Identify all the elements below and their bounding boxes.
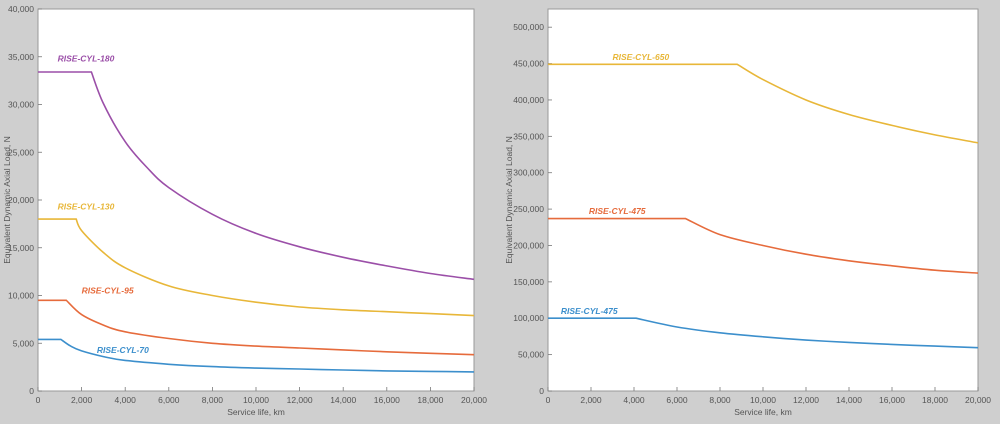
left-series-label-1: RISE-CYL-130: [58, 202, 115, 212]
right-y-tick-label: 50,000: [518, 350, 544, 360]
right-series-line-2: [548, 317, 979, 349]
right-x-tick-label: 4,000: [623, 395, 645, 405]
right-series-label-2: RISE-CYL-475: [561, 306, 618, 316]
left-series-label-0: RISE-CYL-180: [58, 54, 115, 64]
left-x-tick-label: 10,000: [243, 395, 269, 405]
left-x-tick-label: 12,000: [287, 395, 313, 405]
chart-left: 0 2,000 4,000 6,000 8,000 10,000 12,000 14,000 1…: [2, 4, 487, 417]
right-series-label-0: RISE-CYL-650: [613, 52, 670, 62]
right-y-axis-label: Equivalent Dynamic Axial Load, N: [504, 136, 514, 264]
left-x-tick-label: 20,000: [461, 395, 487, 405]
left-y-tick-label: 15,000: [8, 243, 34, 253]
chart-panel-right: 0 2,000 4,000 6,000 8,000 10,000 12,000 14,000 1…: [504, 0, 1000, 424]
right-y-tick-label: 500,000: [513, 22, 544, 32]
right-x-tick-label: 6,000: [666, 395, 688, 405]
right-y-tick-label: 100,000: [513, 313, 544, 323]
right-x-tick-label: 10,000: [750, 395, 776, 405]
right-series-line-0: [548, 63, 979, 144]
left-x-axis-label: Service life, km: [227, 407, 285, 417]
right-y-tick-label: 400,000: [513, 95, 544, 105]
right-y-tick-label: 150,000: [513, 277, 544, 287]
right-y-tick-label: 350,000: [513, 131, 544, 141]
left-x-tick-label: 14,000: [330, 395, 356, 405]
right-plot-area: [547, 8, 979, 392]
left-y-tick-label: 30,000: [8, 100, 34, 110]
left-x-tick-label: 4,000: [115, 395, 137, 405]
right-x-tick-label: 12,000: [793, 395, 819, 405]
left-y-tick-label: 20,000: [8, 195, 34, 205]
left-x-tick-label: 0: [36, 395, 41, 405]
left-series-label-3: RISE-CYL-70: [97, 345, 149, 355]
right-x-tick-label: 20,000: [965, 395, 991, 405]
right-y-tick-label: 250,000: [513, 204, 544, 214]
right-y-tick-label: 300,000: [513, 168, 544, 178]
left-series-label-2: RISE-CYL-95: [82, 286, 134, 296]
left-x-tick-label: 2,000: [71, 395, 93, 405]
right-x-tick-label: 0: [546, 395, 551, 405]
left-y-tick-label: 5,000: [13, 338, 35, 348]
left-x-tick-label: 16,000: [374, 395, 400, 405]
left-series-line-2: [38, 299, 475, 356]
chart-panel-left: 0 2,000 4,000 6,000 8,000 10,000 12,000 14,000 1…: [0, 0, 496, 424]
left-plot-area: [37, 8, 475, 392]
right-x-axis-label: Service life, km: [734, 407, 792, 417]
right-y-tick-label: 0: [539, 386, 544, 396]
left-y-tick-label: 25,000: [8, 147, 34, 157]
left-y-axis-label: Equivalent Dynamic Axial Load, N: [2, 136, 12, 264]
right-y-tick-label: 450,000: [513, 59, 544, 69]
right-series-label-1: RISE-CYL-475: [589, 206, 646, 216]
left-x-tick-label: 8,000: [202, 395, 224, 405]
left-series-line-1: [38, 218, 475, 317]
left-y-tick-label: 35,000: [8, 52, 34, 62]
right-x-tick-label: 8,000: [709, 395, 731, 405]
left-x-tick-label: 18,000: [417, 395, 443, 405]
left-y-tick-label: 40,000: [8, 4, 34, 14]
right-x-tick-label: 2,000: [580, 395, 602, 405]
left-series-line-0: [38, 71, 475, 281]
left-y-tick-label: 10,000: [8, 291, 34, 301]
chart-right: 0 2,000 4,000 6,000 8,000 10,000 12,000 14,000 1…: [504, 8, 991, 417]
right-x-tick-label: 18,000: [922, 395, 948, 405]
right-x-tick-label: 14,000: [836, 395, 862, 405]
left-x-tick-label: 6,000: [158, 395, 180, 405]
right-series-line-1: [548, 217, 979, 274]
right-x-tick-label: 16,000: [879, 395, 905, 405]
left-series-line-3: [38, 338, 475, 373]
left-y-tick-label: 0: [29, 386, 34, 396]
right-y-tick-label: 200,000: [513, 240, 544, 250]
